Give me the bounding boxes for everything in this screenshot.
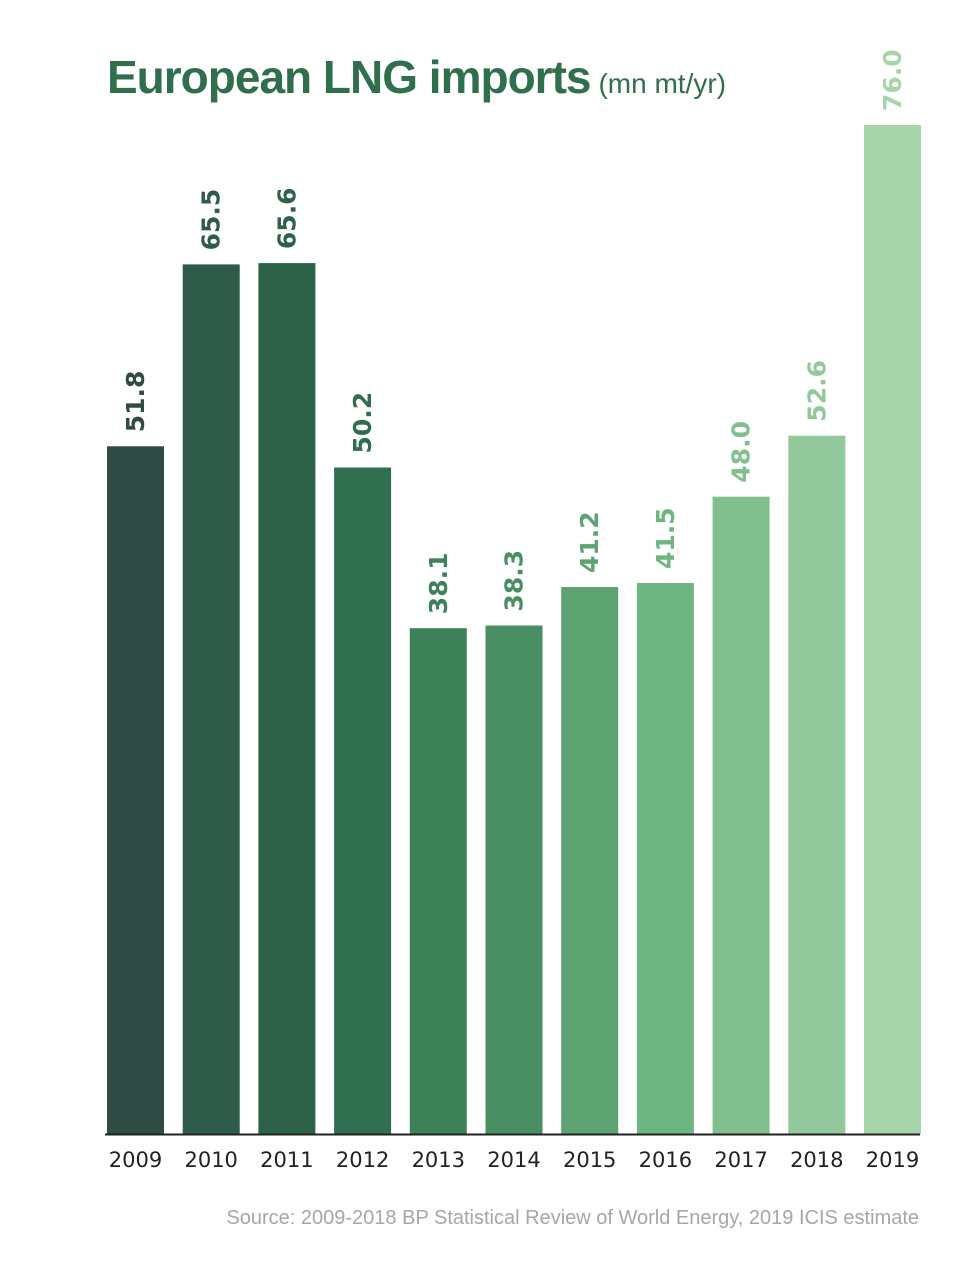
bar-2011 bbox=[258, 263, 316, 1135]
bar-2015 bbox=[561, 587, 619, 1134]
x-tick-label: 2014 bbox=[487, 1148, 540, 1172]
bar-2016 bbox=[636, 583, 694, 1134]
x-tick-label: 2009 bbox=[109, 1148, 162, 1172]
bar-2014 bbox=[485, 625, 543, 1134]
bar-2012 bbox=[334, 467, 392, 1134]
chart-title: European LNG imports bbox=[107, 51, 591, 103]
x-tick-label: 2012 bbox=[336, 1148, 389, 1172]
x-tick-label: 2010 bbox=[184, 1148, 237, 1172]
x-tick-label: 2017 bbox=[714, 1148, 767, 1172]
bar-2019 bbox=[864, 125, 921, 1134]
bar-value-label: 38.1 bbox=[424, 553, 453, 615]
bar-2010 bbox=[182, 264, 240, 1134]
x-tick-label: 2013 bbox=[412, 1148, 465, 1172]
source-note: Source: 2009-2018 BP Statistical Review … bbox=[226, 1207, 919, 1229]
bar-value-label: 41.2 bbox=[575, 511, 604, 573]
bar-2009 bbox=[107, 446, 164, 1134]
bar-value-label: 50.2 bbox=[348, 392, 377, 454]
bar-value-label: 76.0 bbox=[878, 49, 907, 111]
bar-value-label: 41.5 bbox=[651, 507, 680, 569]
x-tick-label: 2011 bbox=[260, 1148, 313, 1172]
bar-value-label: 38.3 bbox=[500, 550, 529, 612]
bar-value-label: 52.6 bbox=[802, 360, 831, 422]
bar-2018 bbox=[788, 435, 846, 1134]
bar-value-label: 48.0 bbox=[727, 421, 756, 483]
x-tick-label: 2019 bbox=[866, 1148, 919, 1172]
bar-value-label: 65.5 bbox=[197, 189, 226, 251]
bar-value-label: 51.8 bbox=[121, 371, 150, 433]
chart-title-block: European LNG imports (mn mt/yr) bbox=[107, 50, 726, 104]
bar-value-label: 65.6 bbox=[272, 187, 301, 249]
bar-2013 bbox=[409, 628, 467, 1134]
chart-units: (mn mt/yr) bbox=[598, 68, 727, 99]
x-tick-label: 2018 bbox=[790, 1148, 843, 1172]
bar-2017 bbox=[712, 496, 770, 1134]
x-tick-label: 2016 bbox=[639, 1148, 692, 1172]
x-tick-label: 2015 bbox=[563, 1148, 616, 1172]
